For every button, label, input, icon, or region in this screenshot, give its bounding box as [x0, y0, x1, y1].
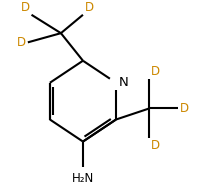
Text: H₂N: H₂N: [72, 172, 94, 185]
Text: D: D: [151, 65, 160, 78]
Text: D: D: [151, 139, 160, 152]
Text: D: D: [21, 1, 30, 14]
Text: D: D: [17, 36, 26, 49]
Text: N: N: [118, 76, 128, 89]
Text: D: D: [180, 102, 189, 115]
Text: D: D: [85, 1, 94, 14]
